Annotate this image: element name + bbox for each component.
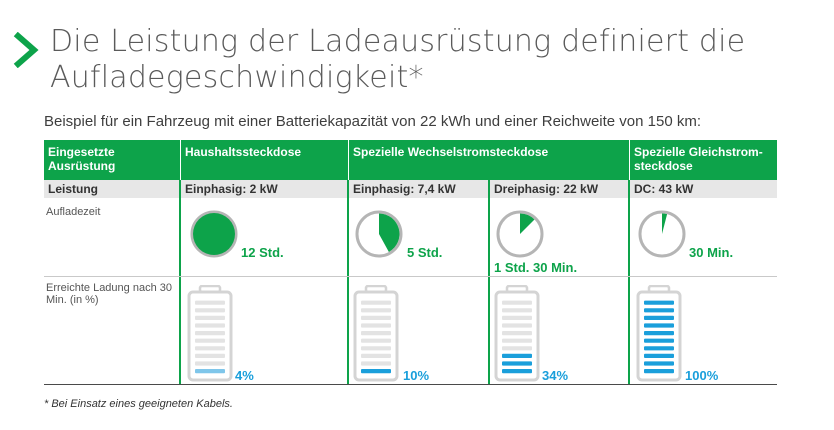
battery-segment-filled	[644, 361, 674, 366]
charge-time-col-4: 30 Min.	[689, 245, 734, 260]
clock-fill	[193, 213, 235, 255]
column-divider	[628, 180, 630, 385]
battery-segment-filled	[644, 323, 674, 328]
battery-segment-filled	[644, 308, 674, 313]
header-dc-socket: Spezielle Gleichstrom-steckdose	[630, 140, 777, 180]
battery-segment-filled	[644, 346, 674, 351]
battery-segment-empty	[502, 308, 532, 313]
column-divider	[488, 180, 490, 385]
clock-pie-icon	[190, 210, 238, 258]
charge-time-col-3: 1 Std. 30 Min.	[494, 260, 578, 275]
power-col-4: DC: 43 kW	[630, 180, 777, 198]
charge-percent-col-3: 34%	[542, 368, 569, 383]
header-ac-socket: Spezielle Wechselstromsteckdose	[349, 140, 629, 180]
battery-segment-filled	[195, 369, 225, 374]
battery-segment-empty	[361, 361, 391, 366]
power-col-3: Dreiphasig: 22 kW	[490, 180, 629, 198]
battery-segment-empty	[195, 361, 225, 366]
subtitle: Beispiel für ein Fahrzeug mit einer Batt…	[44, 113, 702, 130]
battery-segment-filled	[502, 369, 532, 374]
battery-body	[636, 290, 682, 382]
battery-segment-filled	[644, 353, 674, 358]
battery-segment-empty	[195, 300, 225, 305]
battery-segment-empty	[195, 315, 225, 320]
battery-body	[494, 290, 540, 382]
header-household-socket: Haushaltssteckdose	[181, 140, 348, 180]
battery-segment-empty	[361, 346, 391, 351]
battery-segment-empty	[361, 300, 391, 305]
battery-segment-empty	[195, 308, 225, 313]
battery-segment-empty	[361, 353, 391, 358]
clock-pie-icon	[638, 210, 686, 258]
row-label-charge-time: Aufladezeit	[46, 206, 101, 218]
battery-segment-empty	[502, 315, 532, 320]
charge-percent-col-1: 4%	[235, 368, 254, 383]
battery-segment-empty	[502, 331, 532, 336]
header-equipment: Eingesetzte Ausrüstung	[44, 140, 180, 180]
chevron-right-icon	[13, 32, 39, 68]
footnote: * Bei Einsatz eines geeigneten Kabels.	[44, 398, 233, 410]
battery-segment-empty	[502, 323, 532, 328]
column-divider	[179, 180, 181, 385]
battery-body	[187, 290, 233, 382]
battery-segment-filled	[644, 338, 674, 343]
battery-segment-empty	[361, 323, 391, 328]
comparison-table: Eingesetzte Ausrüstung Haushaltssteckdos…	[44, 140, 777, 385]
battery-body	[353, 290, 399, 382]
battery-segment-empty	[361, 315, 391, 320]
clock-pie-icon	[496, 210, 544, 258]
charge-time-col-1: 12 Std.	[241, 245, 284, 260]
battery-segment-empty	[361, 338, 391, 343]
battery-segment-filled	[644, 331, 674, 336]
row-label-power: Leistung	[44, 180, 180, 198]
battery-segment-filled	[361, 369, 391, 374]
battery-segment-empty	[195, 346, 225, 351]
clock-fill	[662, 213, 668, 234]
battery-icon	[494, 285, 540, 382]
column-divider	[347, 180, 349, 385]
battery-segment-empty	[502, 300, 532, 305]
charge-time-col-2: 5 Std.	[407, 245, 443, 260]
battery-segment-empty	[361, 308, 391, 313]
row-label-charged: Erreichte Ladung nach 30 Min. (in %)	[46, 282, 172, 306]
table-bottom-rule	[44, 384, 777, 385]
charge-percent-col-4: 100%	[685, 368, 719, 383]
charge-percent-col-2: 10%	[403, 368, 430, 383]
battery-segment-empty	[502, 338, 532, 343]
battery-segment-filled	[502, 361, 532, 366]
battery-segment-filled	[644, 300, 674, 305]
battery-segment-empty	[195, 353, 225, 358]
power-col-2: Einphasig: 7,4 kW	[349, 180, 489, 198]
battery-segment-empty	[195, 323, 225, 328]
power-col-1: Einphasig: 2 kW	[181, 180, 348, 198]
row-divider	[44, 276, 777, 277]
battery-segment-empty	[361, 331, 391, 336]
battery-segment-filled	[644, 315, 674, 320]
page-title-line-1: Die Leistung der Ladeausrüstung definier…	[50, 24, 746, 59]
page-title-line-2: Aufladegeschwindigkeit*	[50, 60, 424, 95]
battery-icon	[636, 285, 682, 382]
battery-icon	[187, 285, 233, 382]
clock-fill	[520, 213, 535, 234]
page-title: Die Leistung der Ladeausrüstung definier…	[50, 24, 745, 96]
battery-icon	[353, 285, 399, 382]
battery-segment-empty	[502, 346, 532, 351]
clock-fill	[379, 213, 400, 252]
battery-segment-empty	[195, 338, 225, 343]
clock-pie-icon	[355, 210, 403, 258]
battery-segment-filled	[644, 369, 674, 374]
battery-segment-filled	[502, 353, 532, 358]
battery-segment-empty	[195, 331, 225, 336]
